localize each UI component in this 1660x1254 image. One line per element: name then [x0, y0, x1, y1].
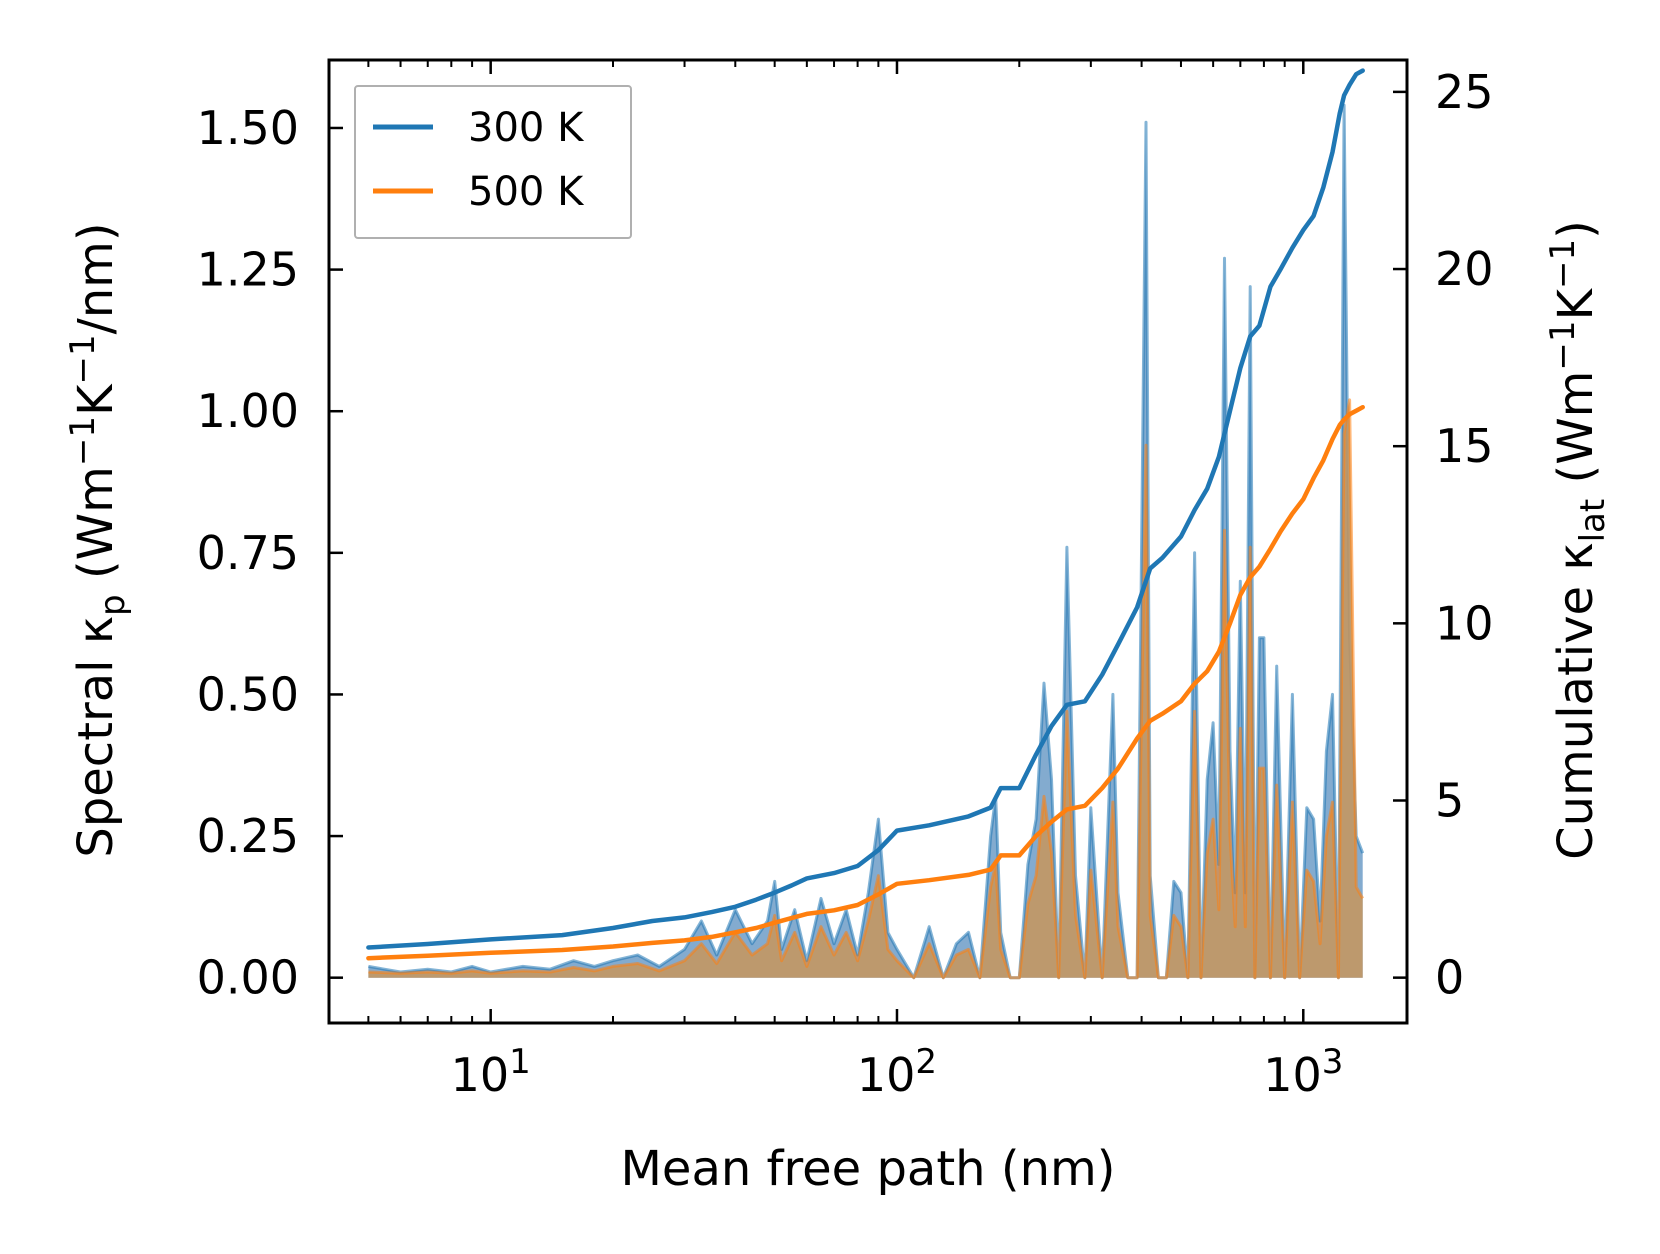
y-right-tick-label: 0 [1435, 951, 1464, 1005]
x-tick-label: 102 [857, 1042, 937, 1102]
y-left-tick-label: 0.75 [197, 526, 299, 580]
y-left-tick-label: 1.25 [197, 243, 299, 297]
y-right-tick-label: 15 [1435, 419, 1494, 473]
spectral-line-500-k [368, 398, 1365, 980]
x-tick-label: 103 [1263, 1042, 1343, 1102]
legend-label-300k: 300 K [468, 105, 585, 151]
cumulative-line-300-k-cumulative [366, 68, 1365, 950]
x-tick-label: 101 [451, 1042, 531, 1102]
y-right-tick-label: 10 [1435, 596, 1494, 650]
cumulative-layer [366, 68, 1365, 961]
y-left-tick-label: 1.50 [197, 101, 299, 155]
y-right-axis-title: Cumulative κlat (Wm−1K−1) [1543, 220, 1613, 860]
y-left-tick-label: 1.00 [197, 384, 299, 438]
y-right-tick-label: 20 [1435, 242, 1494, 296]
plot-frame [327, 58, 1409, 1025]
spectral-layer [368, 103, 1365, 980]
x-axis-title: Mean free path (nm) [621, 1141, 1116, 1197]
legend-box [354, 85, 632, 239]
spectral-line-300-k [368, 103, 1365, 980]
y-left-tick-label: 0.50 [197, 667, 299, 721]
y-right-tick-label: 25 [1435, 65, 1494, 119]
y-left-tick-label: 0.00 [197, 951, 299, 1005]
y-left-tick-label: 0.25 [197, 809, 299, 863]
ticks-layer: 101 102 103 0.00 0.25 0.50 0.75 1.00 1.25 1.50 0 5 1… [197, 60, 1494, 1102]
cumulative-line-500-k-cumulative [366, 404, 1365, 961]
legend: 300 K 500 K [354, 85, 632, 239]
y-right-tick-label: 5 [1435, 773, 1464, 827]
legend-label-500k: 500 K [468, 169, 585, 215]
y-left-axis-title: Spectral κp (Wm−1K−1/nm) [63, 222, 133, 857]
